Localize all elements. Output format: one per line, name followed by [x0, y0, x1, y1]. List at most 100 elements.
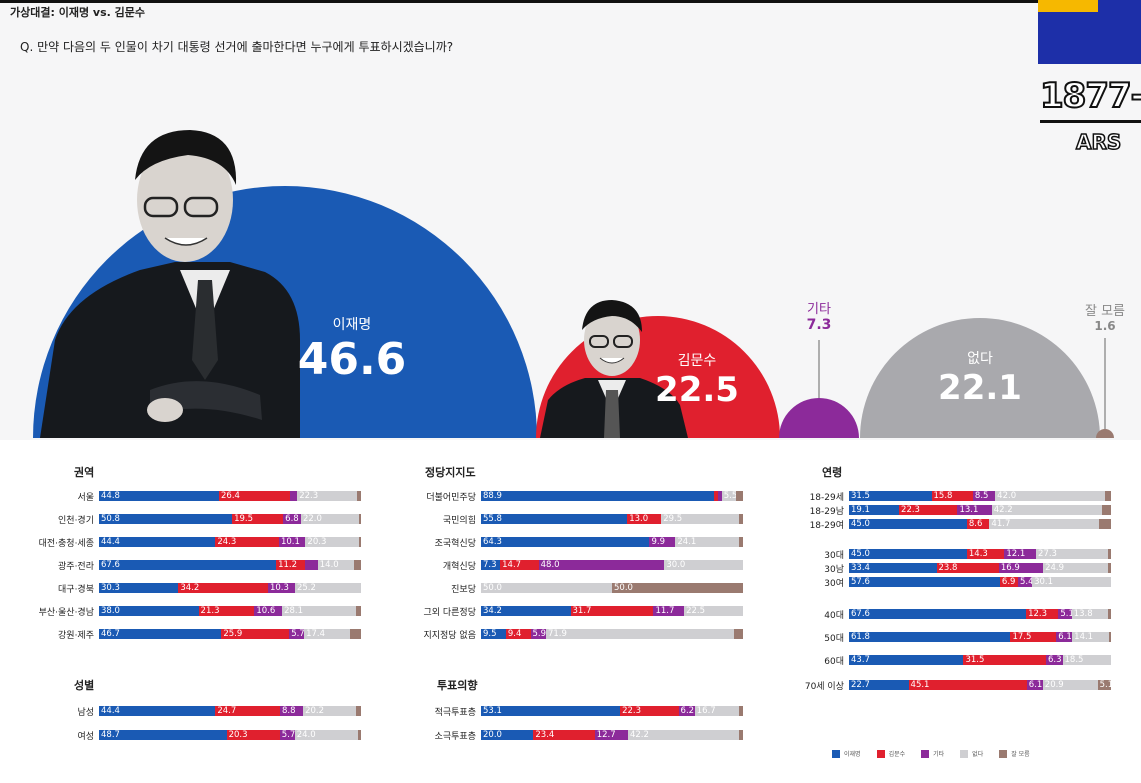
bar-segment: 19.5 — [232, 514, 284, 524]
bar-segment — [713, 491, 718, 501]
bar-segment: 6.1 — [1026, 680, 1043, 690]
row-label: 40대 — [824, 611, 844, 621]
bar-segment: 22.7 — [849, 680, 909, 690]
bar-segment: 6.2 — [678, 706, 695, 716]
stacked-bar: 7.3 14.7 48.0 30.0 — [481, 560, 743, 570]
stacked-bar: 44.4 24.7 8.8 20.2 — [99, 706, 361, 716]
bar-segment — [358, 514, 361, 524]
bar-segment: 19.1 — [849, 505, 900, 515]
bar-segment: 34.2 — [481, 606, 571, 616]
bar-segment: 13.8 — [1071, 609, 1108, 619]
bubble-other — [779, 398, 859, 438]
bar-segment — [734, 629, 743, 639]
bar-segment: 29.5 — [661, 514, 739, 524]
bar-segment: 14.7 — [500, 560, 539, 570]
row-label: 적극투표층 — [434, 708, 476, 718]
row-label: 30대 — [824, 551, 844, 561]
bar-segment: 12.1 — [1004, 549, 1037, 559]
bar-segment: 48.7 — [99, 730, 227, 740]
bar-segment — [1098, 519, 1111, 529]
bar-segment: 33.4 — [849, 563, 937, 573]
bar-segment: 8.6 — [966, 519, 990, 529]
bar-segment: 30.3 — [99, 583, 179, 593]
stacked-bar: 34.2 31.7 11.7 22.5 — [481, 606, 743, 616]
bar-segment: 10.6 — [254, 606, 283, 616]
legend-label: 이재명 — [844, 751, 861, 758]
bar-segment: 30.0 — [664, 560, 743, 570]
bubble-unsure — [1096, 429, 1114, 438]
row-label: 더불어민주당 — [426, 493, 476, 503]
bar-segment: 18.5 — [1062, 655, 1111, 665]
bar-segment: 20.0 — [481, 730, 534, 740]
bar-segment — [358, 537, 361, 547]
none-value: 22.1 — [938, 368, 1022, 408]
bar-segment: 64.3 — [481, 537, 650, 547]
legend-item-unsure: 잘 모름 — [999, 749, 1030, 758]
row-label: 지지정당 없음 — [423, 631, 476, 641]
legend-item-other: 기타 — [921, 749, 944, 758]
bar-segment: 22.0 — [300, 514, 359, 524]
stacked-bar: 61.8 17.5 6.1 14.1 — [849, 632, 1111, 642]
bar-segment: 57.6 — [849, 577, 1000, 587]
legend-swatch — [921, 749, 930, 758]
bar-segment: 20.3 — [305, 537, 359, 547]
bar-segment — [289, 491, 298, 501]
bar-segment: 41.7 — [989, 519, 1099, 529]
bar-segment: 31.7 — [570, 606, 654, 616]
stacked-bar: 46.7 25.9 5.7 17.4 — [99, 629, 361, 639]
bar-segment: 28.1 — [282, 606, 356, 616]
unsure-value: 1.6 — [1094, 319, 1116, 333]
bar-segment: 5.7 — [279, 730, 295, 740]
bar-segment: 53.1 — [481, 706, 621, 716]
row-label: 18-29세 — [809, 493, 844, 503]
survey-question: Q. 만약 다음의 두 인물이 차기 대통령 선거에 출마한다면 누구에게 투표… — [20, 40, 454, 54]
bar-segment: 25.9 — [221, 629, 290, 639]
row-label: 진보당 — [451, 585, 476, 595]
row-label: 50대 — [824, 634, 844, 644]
bar-segment: 27.3 — [1036, 549, 1108, 559]
row-label: 부산·울산·경남 — [38, 608, 94, 618]
bar-segment — [736, 491, 743, 501]
stacked-bar: 88.9 5.5 — [481, 491, 743, 501]
stacked-bar: 33.4 23.8 16.9 24.9 — [849, 563, 1111, 573]
none-label: 없다 22.1 — [930, 348, 1030, 408]
bar-segment: 25.2 — [294, 583, 361, 593]
stacked-bar: 43.7 31.5 6.3 18.5 — [849, 655, 1111, 665]
bar-segment: 26.4 — [219, 491, 290, 501]
bar-segment — [354, 560, 361, 570]
phone-underline — [1040, 120, 1141, 123]
none-name: 없다 — [967, 351, 993, 367]
bar-segment: 8.8 — [280, 706, 304, 716]
bar-segment: 22.5 — [684, 606, 743, 616]
bar-segment: 22.3 — [620, 706, 679, 716]
lee-value: 46.6 — [297, 334, 407, 385]
bar-segment: 50.0 — [481, 583, 612, 593]
bar-segment: 10.1 — [278, 537, 306, 547]
stacked-bar: 22.7 45.1 6.1 20.9 5.1 — [849, 680, 1111, 690]
bar-segment: 24.0 — [294, 730, 358, 740]
bar-segment: 20.3 — [226, 730, 280, 740]
lee-portrait — [40, 130, 300, 438]
bar-segment: 45.0 — [849, 519, 967, 529]
legend-item-none: 없다 — [960, 749, 983, 758]
bar-segment: 12.3 — [1026, 609, 1059, 619]
legend-swatch — [960, 749, 969, 758]
legend-item-kim: 김문수 — [876, 749, 906, 758]
bar-segment — [717, 491, 722, 501]
bar-segment: 10.3 — [267, 583, 295, 593]
bar-segment: 24.7 — [215, 706, 281, 716]
bar-segment: 23.8 — [936, 563, 999, 573]
bar-segment: 5.5 — [721, 491, 737, 501]
legend-label: 김문수 — [888, 751, 906, 758]
bar-segment: 44.8 — [99, 491, 220, 501]
bar-segment: 20.2 — [303, 706, 356, 716]
bar-segment: 50.8 — [99, 514, 233, 524]
bar-segment: 44.4 — [99, 706, 216, 716]
panel-title: 권역 — [74, 466, 95, 479]
bar-segment: 21.3 — [198, 606, 255, 616]
row-label: 18-29남 — [809, 507, 844, 517]
bar-segment — [1108, 563, 1111, 573]
row-label: 개혁신당 — [442, 562, 476, 572]
row-label: 30남 — [824, 565, 844, 575]
other-name: 기타 — [807, 302, 831, 317]
